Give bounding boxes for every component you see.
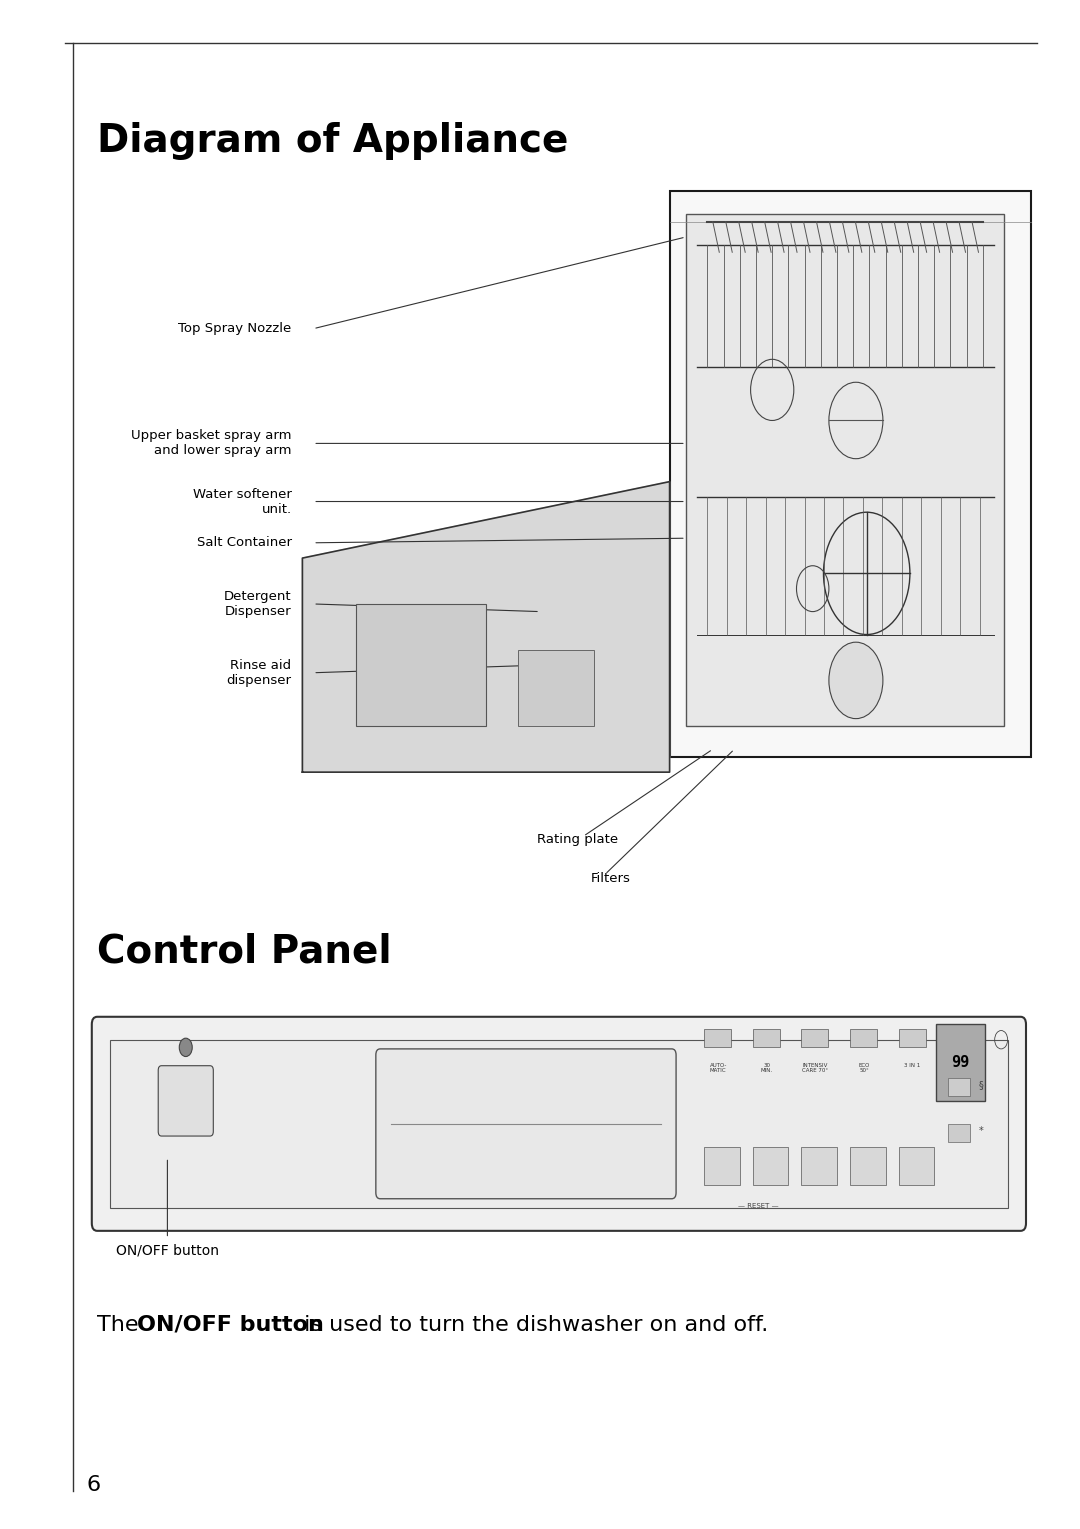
Bar [850,1029,877,1047]
Text: ECO
50°: ECO 50° [859,1063,869,1073]
Bar [899,1147,934,1185]
Text: The: The [97,1315,146,1335]
Text: INTENSIV
CARE 70°: INTENSIV CARE 70° [802,1063,828,1073]
Text: Upper basket spray arm
and lower spray arm: Upper basket spray arm and lower spray a… [131,430,292,457]
Bar [936,1024,985,1101]
Text: 99: 99 [951,1055,970,1070]
Text: Salt Container: Salt Container [197,537,292,549]
Text: 30
MIN.: 30 MIN. [760,1063,773,1073]
Text: Top Spray Nozzle: Top Spray Nozzle [178,323,292,335]
Bar [518,650,594,726]
Bar [801,1029,828,1047]
Text: Detergent
Dispenser: Detergent Dispenser [224,590,292,618]
Bar [801,1147,837,1185]
FancyBboxPatch shape [92,1017,1026,1231]
Text: §: § [978,1081,983,1090]
Bar [753,1029,780,1047]
FancyBboxPatch shape [158,1066,213,1136]
Text: Rinse aid
dispenser: Rinse aid dispenser [227,659,292,687]
Bar [850,1147,886,1185]
Text: Rating plate: Rating plate [537,833,619,847]
Text: *: * [978,1127,983,1136]
Text: ON/OFF button: ON/OFF button [137,1315,324,1335]
Bar [704,1147,740,1185]
Circle shape [829,642,883,719]
Bar [753,1147,788,1185]
Text: 3 IN 1: 3 IN 1 [904,1063,921,1067]
Text: Diagram of Appliance: Diagram of Appliance [97,122,568,161]
Text: Filters: Filters [591,872,630,885]
Text: ON/OFF button: ON/OFF button [116,1243,219,1257]
Bar [670,191,1031,757]
Bar [948,1078,970,1096]
Bar [704,1029,731,1047]
Bar [686,214,1004,726]
Text: Water softener
unit.: Water softener unit. [192,488,292,515]
Bar [948,1124,970,1142]
Text: — RESET —: — RESET — [738,1203,779,1209]
Bar [110,1040,1008,1208]
Text: 6: 6 [86,1475,100,1495]
Polygon shape [302,482,670,772]
Bar [899,1029,926,1047]
Text: Control Panel: Control Panel [97,933,392,971]
Text: is used to turn the dishwasher on and off.: is used to turn the dishwasher on and of… [297,1315,768,1335]
Text: AUTO-
MATIC: AUTO- MATIC [710,1063,727,1073]
Circle shape [179,1038,192,1057]
FancyBboxPatch shape [376,1049,676,1199]
Bar [356,604,486,726]
